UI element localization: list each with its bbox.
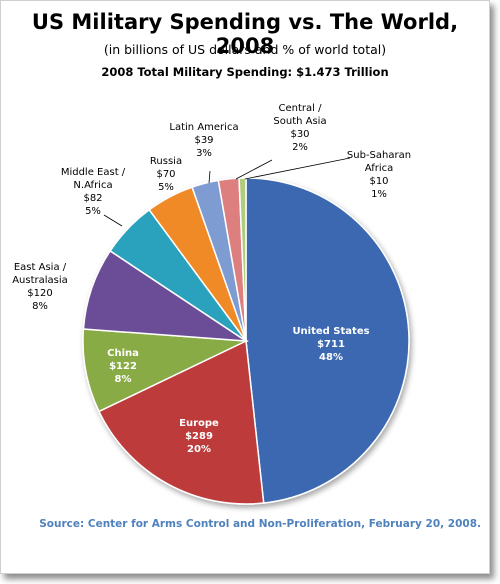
slice-label-russia: Russia $70 5% — [150, 156, 182, 193]
pie-slice-united-states — [245, 177, 410, 504]
slice-label-europe: Europe $289 20% — [179, 418, 219, 455]
slice-label-sub-saharan-africa: Sub-Saharan Africa $10 1% — [347, 150, 411, 200]
total-spending-label: 2008 Total Military Spending: $1.473 Tri… — [101, 65, 389, 79]
slice-label-central-south-asia: Central / South Asia $30 2% — [273, 103, 326, 153]
leader-line-middle-east-n-africa — [103, 214, 123, 227]
source-note: Source: Center for Arms Control and Non-… — [39, 518, 481, 530]
chart-subtitle: (in billions of US dollars and % of worl… — [103, 42, 387, 57]
pie-chart: United States $711 48% Europe $289 20% China $1… — [12, 103, 411, 505]
slice-label-east-asia-australasia: East Asia / Australasia $120 8% — [12, 262, 68, 312]
pie-slice-sub-saharan-africa — [238, 177, 247, 342]
leader-line-central-south-asia — [235, 159, 273, 180]
leader-line-latin-america — [208, 170, 211, 184]
slice-label-middle-east-n-africa: Middle East / N.Africa $82 5% — [61, 167, 126, 217]
slice-label-united-states: United States $711 48% — [292, 326, 369, 363]
pie-slices — [82, 177, 410, 505]
slice-label-latin-america: Latin America $39 3% — [169, 122, 238, 159]
leader-line-sub-saharan-africa — [244, 157, 351, 180]
pie-slice-europe — [97, 339, 265, 505]
slice-label-china: China $122 8% — [107, 348, 139, 385]
chart-frame: US Military Spending vs. The World, 2008… — [0, 0, 490, 574]
chart-title: US Military Spending vs. The World, 2008 — [31, 10, 459, 58]
